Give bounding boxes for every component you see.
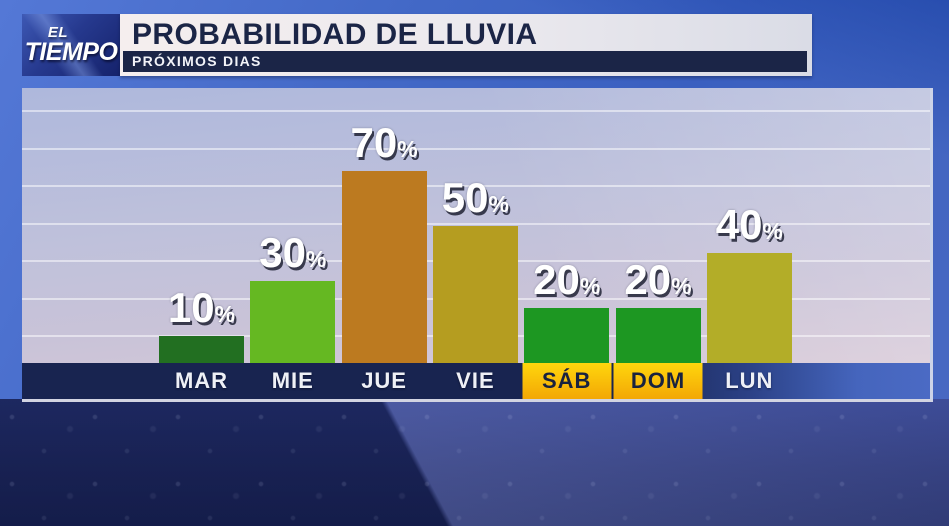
bar-VIE [432, 225, 518, 363]
percent-sign: % [214, 300, 236, 327]
day-label-JUE: JUE [361, 368, 407, 393]
day-label-DOM: DOM [613, 363, 703, 399]
axis-bar: MAR MIE JUE VIE SÁB DOM LUN [22, 363, 930, 399]
logo-text-el: EL [47, 24, 69, 41]
subtitle-bar: PRÓXIMOS DIAS [123, 51, 807, 72]
percent-sign: % [397, 135, 418, 162]
rain-probability-chart: 10% 30% 70% 50% 20% 20% 40% MAR MIE JUE VIE SÁB DOM… [22, 88, 933, 402]
day-label-VIE: VIE [456, 368, 495, 393]
value-number: 30 [259, 228, 306, 276]
day-label-MIE: MIE [271, 368, 314, 393]
bar-value-label: 20% [624, 259, 691, 301]
day-label-MAR: MAR [174, 368, 229, 393]
value-number: 10 [167, 283, 215, 331]
value-number: 20 [533, 256, 580, 303]
bar-MIE [250, 280, 336, 363]
day-label-SÁB: SÁB [522, 363, 612, 399]
page-title: PROBABILIDAD DE LLUVIA [132, 18, 538, 51]
bar-MAR [159, 335, 244, 363]
bar-value-label: 20% [533, 259, 600, 301]
day-label-LUN: LUN [725, 368, 774, 393]
value-number: 40 [715, 201, 763, 248]
percent-sign: % [305, 245, 327, 272]
bar-LUN [706, 253, 792, 363]
percent-sign: % [488, 190, 509, 217]
bar-DOM [615, 308, 701, 363]
bar-value-label: 30% [259, 228, 327, 276]
bar-value-label: 10% [167, 283, 236, 331]
bar-value-label: 70% [350, 118, 418, 166]
logo-text-tiempo: TIEMPO [24, 38, 118, 66]
background-rain-photo [0, 399, 949, 526]
value-number: 20 [624, 256, 672, 303]
percent-sign: % [671, 273, 692, 299]
bar-value-label: 40% [716, 204, 783, 246]
percent-sign: % [579, 273, 601, 299]
percent-sign: % [762, 218, 783, 244]
subtitle-text: PRÓXIMOS DIAS [132, 53, 262, 69]
gridline [22, 110, 930, 112]
value-number: 70 [350, 118, 398, 166]
plot-area: 10% 30% 70% 50% 20% 20% 40% [22, 88, 930, 363]
gridline [22, 185, 930, 187]
title-block: PROBABILIDAD DE LLUVIA PRÓXIMOS DIAS [120, 14, 812, 76]
gridline [22, 147, 930, 150]
bar-SÁB [524, 308, 610, 363]
bar-value-label: 50% [441, 173, 509, 221]
el-tiempo-logo: EL TIEMPO [22, 14, 120, 76]
bar-JUE [341, 170, 427, 363]
gridline [22, 222, 930, 225]
value-number: 50 [441, 173, 489, 221]
